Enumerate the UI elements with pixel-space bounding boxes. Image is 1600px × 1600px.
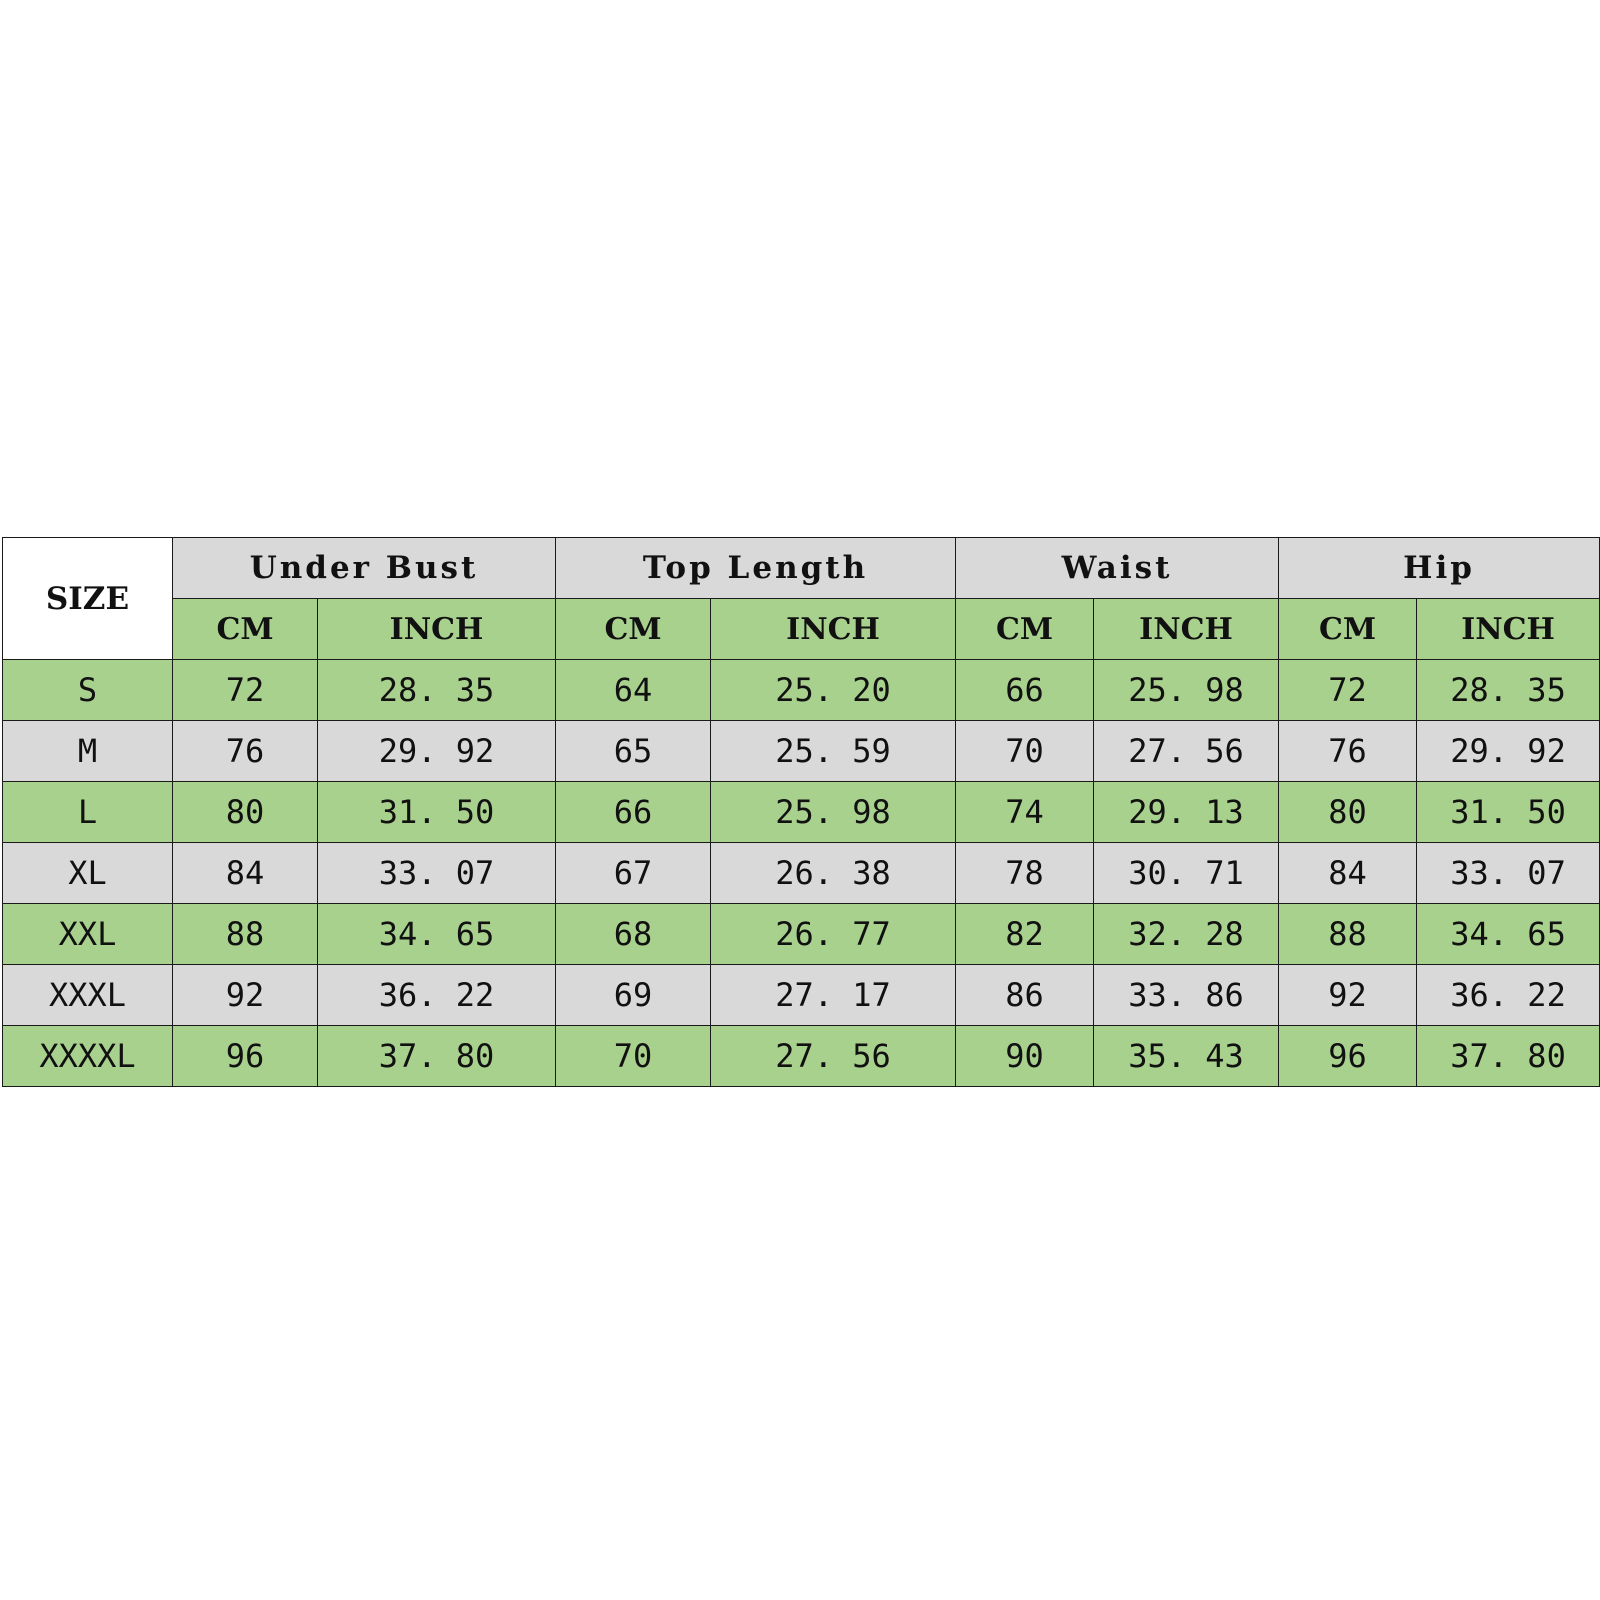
value-cell: 96 — [172, 1025, 318, 1087]
value-cell: 76 — [1278, 720, 1418, 782]
value-cell: 65 — [555, 720, 712, 782]
value-cell: 76 — [172, 720, 318, 782]
size-column-header: SIZE — [2, 537, 173, 660]
value-cell: 92 — [172, 964, 318, 1026]
value-cell: 29. 92 — [1416, 720, 1600, 782]
value-cell: 72 — [172, 659, 318, 721]
value-cell: 74 — [955, 781, 1095, 843]
unit-header-cell: INCH — [1093, 598, 1280, 660]
size-cell: XL — [2, 842, 173, 904]
group-waist: Waist — [955, 537, 1280, 599]
value-cell: 88 — [1278, 903, 1418, 965]
value-cell: 68 — [555, 903, 712, 965]
size-cell: XXL — [2, 903, 173, 965]
value-cell: 28. 35 — [1416, 659, 1600, 721]
value-cell: 31. 50 — [1416, 781, 1600, 843]
value-cell: 66 — [955, 659, 1095, 721]
unit-header-cell: INCH — [316, 598, 557, 660]
value-cell: 35. 43 — [1093, 1025, 1280, 1087]
value-cell: 80 — [1278, 781, 1418, 843]
value-cell: 67 — [555, 842, 712, 904]
size-cell: L — [2, 781, 173, 843]
size-cell: XXXL — [2, 964, 173, 1026]
unit-header-cell: CM — [172, 598, 318, 660]
value-cell: 27. 56 — [710, 1025, 957, 1087]
value-cell: 72 — [1278, 659, 1418, 721]
size-cell: S — [2, 659, 173, 721]
value-cell: 25. 98 — [1093, 659, 1280, 721]
value-cell: 33. 86 — [1093, 964, 1280, 1026]
unit-header-row: CM INCH CM INCH CM INCH CM INCH — [3, 598, 1600, 660]
value-cell: 25. 98 — [710, 781, 957, 843]
value-cell: 36. 22 — [1416, 964, 1600, 1026]
value-cell: 84 — [172, 842, 318, 904]
value-cell: 26. 77 — [710, 903, 957, 965]
table-row: XL 84 33. 07 67 26. 38 78 30. 71 84 33. … — [2, 842, 1600, 904]
table-row: S 72 28. 35 64 25. 20 66 25. 98 72 28. 3… — [2, 659, 1600, 721]
table-row: M 76 29. 92 65 25. 59 70 27. 56 76 29. 9… — [2, 720, 1600, 782]
value-cell: 69 — [555, 964, 712, 1026]
value-cell: 88 — [172, 903, 318, 965]
table-row: L 80 31. 50 66 25. 98 74 29. 13 80 31. 5… — [2, 781, 1600, 843]
value-cell: 86 — [955, 964, 1095, 1026]
unit-header-cell: INCH — [710, 598, 957, 660]
value-cell: 29. 92 — [316, 720, 557, 782]
size-cell: M — [2, 720, 173, 782]
value-cell: 70 — [555, 1025, 712, 1087]
value-cell: 66 — [555, 781, 712, 843]
value-cell: 37. 80 — [1416, 1025, 1600, 1087]
unit-header-cell: CM — [955, 598, 1095, 660]
value-cell: 90 — [955, 1025, 1095, 1087]
value-cell: 64 — [555, 659, 712, 721]
value-cell: 27. 17 — [710, 964, 957, 1026]
value-cell: 33. 07 — [316, 842, 557, 904]
value-cell: 28. 35 — [316, 659, 557, 721]
value-cell: 25. 20 — [710, 659, 957, 721]
value-cell: 84 — [1278, 842, 1418, 904]
value-cell: 26. 38 — [710, 842, 957, 904]
value-cell: 80 — [172, 781, 318, 843]
table-row: XXXL 92 36. 22 69 27. 17 86 33. 86 92 36… — [2, 964, 1600, 1026]
value-cell: 25. 59 — [710, 720, 957, 782]
size-chart-table: SIZE Under Bust Top Length Waist Hip CM … — [2, 537, 1600, 1087]
value-cell: 34. 65 — [1416, 903, 1600, 965]
value-cell: 82 — [955, 903, 1095, 965]
value-cell: 37. 80 — [316, 1025, 557, 1087]
unit-header-cell: CM — [1278, 598, 1418, 660]
value-cell: 92 — [1278, 964, 1418, 1026]
table-row: XXXXL 96 37. 80 70 27. 56 90 35. 43 96 3… — [2, 1025, 1600, 1087]
table-row: XXL 88 34. 65 68 26. 77 82 32. 28 88 34.… — [2, 903, 1600, 965]
value-cell: 31. 50 — [316, 781, 557, 843]
unit-header-cell: INCH — [1416, 598, 1600, 660]
value-cell: 34. 65 — [316, 903, 557, 965]
unit-header-cell: CM — [555, 598, 712, 660]
value-cell: 32. 28 — [1093, 903, 1280, 965]
size-cell: XXXXL — [2, 1025, 173, 1087]
value-cell: 27. 56 — [1093, 720, 1280, 782]
value-cell: 33. 07 — [1416, 842, 1600, 904]
group-hip: Hip — [1278, 537, 1600, 599]
value-cell: 78 — [955, 842, 1095, 904]
group-top-length: Top Length — [555, 537, 957, 599]
value-cell: 70 — [955, 720, 1095, 782]
value-cell: 29. 13 — [1093, 781, 1280, 843]
group-under-bust: Under Bust — [171, 537, 557, 599]
value-cell: 96 — [1278, 1025, 1418, 1087]
value-cell: 36. 22 — [316, 964, 557, 1026]
value-cell: 30. 71 — [1093, 842, 1280, 904]
group-header-row: SIZE Under Bust Top Length Waist Hip — [2, 537, 1600, 660]
